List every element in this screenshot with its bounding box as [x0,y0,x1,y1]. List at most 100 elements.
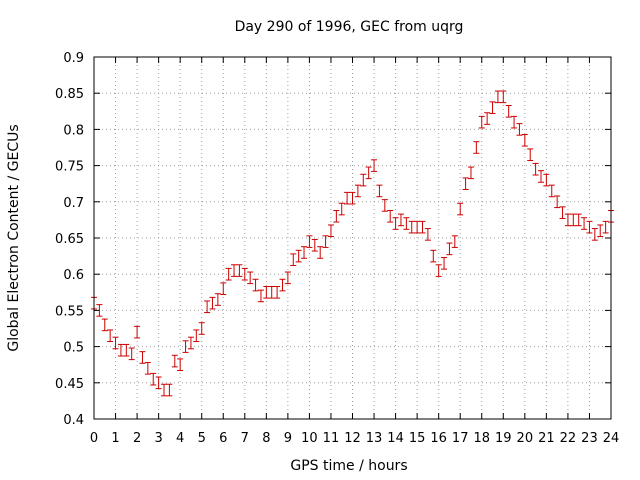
data-point [586,220,593,234]
x-tick-label: 13 [366,431,383,446]
grid [94,57,611,419]
data-point [220,282,227,295]
x-tick-label: 24 [603,431,620,446]
x-tick-label: 11 [323,431,340,446]
data-point [150,372,157,386]
data-point [225,267,232,281]
x-tick-label: 10 [301,431,318,446]
data-point [134,325,141,339]
data-point [397,213,404,227]
x-tick-label: 3 [154,431,162,446]
data-point [365,166,372,180]
x-tick-label: 5 [198,431,206,446]
data-point [198,322,205,335]
data-point [381,199,388,212]
x-tick-label: 19 [495,431,512,446]
data-point [478,115,485,129]
data-point [387,209,394,223]
x-tick-label: 6 [219,431,227,446]
y-tick-label: 0.45 [55,377,84,392]
x-tick-label: 0 [90,431,98,446]
data-point [360,173,367,187]
data-point [532,162,539,176]
y-tick-label: 0.5 [63,341,84,356]
data-point [484,112,491,125]
data-point [564,213,571,227]
data-point [591,228,598,241]
x-tick-label: 15 [409,431,426,446]
data-point [306,235,313,248]
data-point [247,271,254,285]
data-point [500,90,507,104]
x-tick-label: 2 [133,431,141,446]
data-point [333,209,340,223]
x-tick-label: 22 [560,431,577,446]
data-point [602,220,609,234]
data-point [268,286,275,299]
x-tick-label: 20 [517,431,534,446]
chart-title: Day 290 of 1996, GEC from uqrg [235,19,464,35]
data-point [317,246,324,259]
data-point [193,329,200,343]
data-point [371,159,378,172]
data-point [467,166,474,180]
data-point [274,286,281,299]
x-tick-label: 23 [581,431,598,446]
data-point [311,238,318,252]
y-tick-label: 0.9 [63,51,84,66]
data-point [392,217,399,230]
data-point [457,202,464,216]
data-point [327,224,334,238]
data-point [107,329,114,343]
y-tick-label: 0.6 [63,268,84,283]
y-tick-label: 0.8 [63,123,84,138]
data-point [214,293,221,306]
data-point [419,220,426,234]
x-tick-label: 7 [241,431,249,446]
y-tick-label: 0.4 [63,413,84,428]
data-point [473,141,480,154]
data-point [209,296,216,310]
data-point [171,354,178,368]
data-point [424,228,431,241]
data-point [516,123,523,136]
data-point [446,242,453,256]
x-tick-label: 17 [452,431,469,446]
data-point [112,336,119,350]
data-point [123,343,130,357]
data-point [414,220,421,234]
data-point [279,278,286,292]
data-point [451,235,458,248]
data-point [231,264,238,277]
data-point [537,170,544,183]
data-point [408,220,415,234]
plot-frame [93,56,612,420]
data-point [128,347,135,361]
data-point [101,318,108,332]
data-point [554,195,561,209]
x-tick-label: 1 [111,431,119,446]
data-point [290,253,297,267]
axis-ticks: 0 1 2 3 4 5 6 7 8 9 10 11 12 13 14 15 16 17 18 19 20 21 22 23 24… [55,51,619,446]
data-point [543,173,550,187]
x-tick-label: 16 [430,431,447,446]
data-point [559,206,566,219]
data-point [263,286,270,299]
x-tick-label: 8 [262,431,270,446]
data-point [295,249,302,263]
data-point [166,383,173,397]
data-point [511,115,518,129]
data-point [521,133,528,147]
data-point [96,304,103,317]
y-tick-label: 0.75 [55,160,84,175]
data-point [177,358,184,371]
data-point [301,246,308,259]
y-tick-label: 0.65 [55,232,84,247]
y-tick-label: 0.7 [63,196,84,211]
data-point [527,148,534,162]
data-point [581,217,588,230]
data-point [182,340,189,353]
x-tick-label: 18 [473,431,490,446]
data-point [462,177,469,190]
data-point [349,191,356,205]
